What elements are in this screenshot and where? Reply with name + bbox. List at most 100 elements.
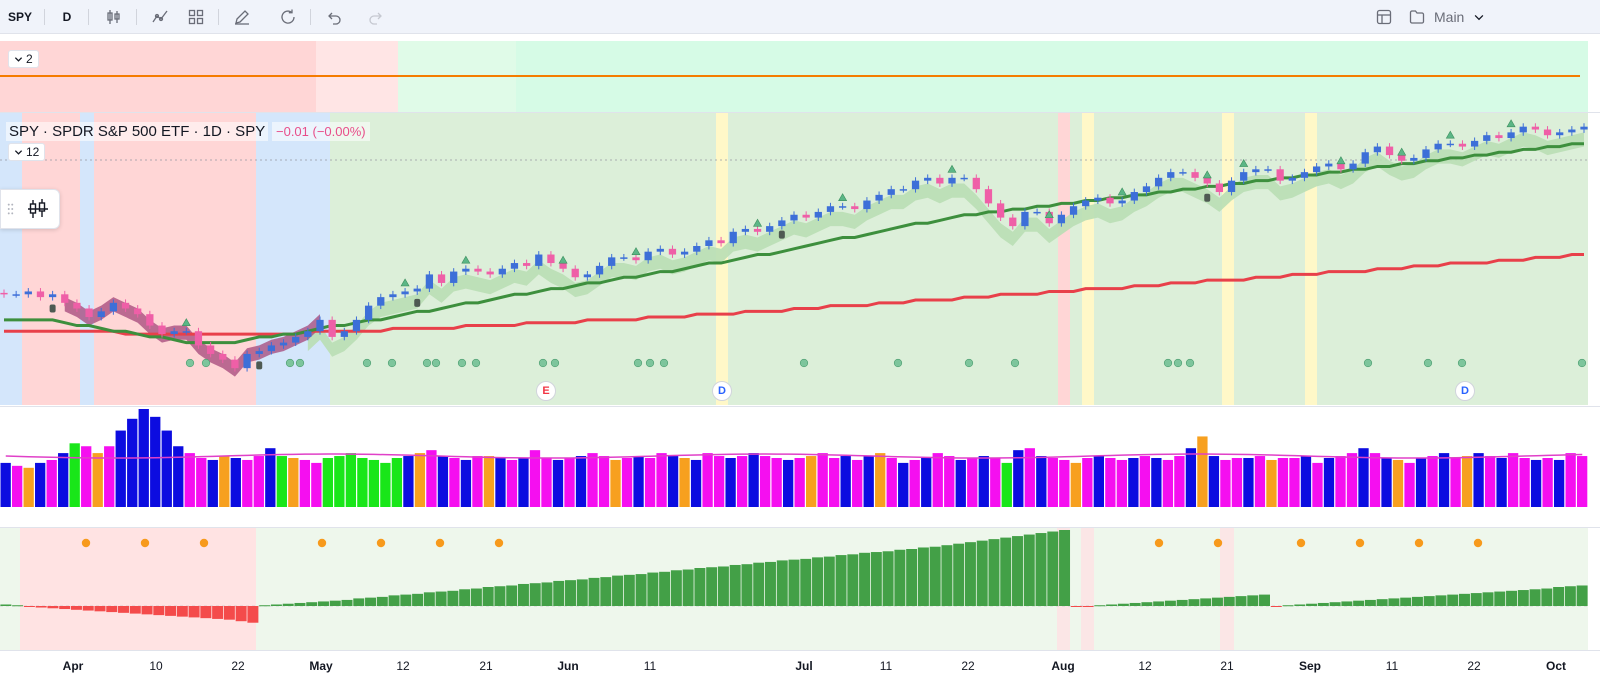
volume-bar xyxy=(1519,458,1530,507)
layout-button[interactable] xyxy=(1372,5,1396,29)
volume-bar xyxy=(1415,458,1427,507)
candles-icon[interactable] xyxy=(26,197,50,221)
oscillator-bar xyxy=(1317,602,1329,606)
volume-bar xyxy=(552,459,564,507)
candle xyxy=(1422,146,1430,162)
candle xyxy=(717,236,725,247)
time-axis-label: 11 xyxy=(879,659,893,673)
candle xyxy=(753,225,762,236)
oscillator-bar xyxy=(694,568,706,606)
event-highlight xyxy=(1082,113,1094,405)
oscillator-bar xyxy=(1094,605,1106,607)
oscillator-bar xyxy=(1247,595,1259,606)
layout-menu-button[interactable]: Main xyxy=(1408,5,1504,29)
volume-bar xyxy=(587,453,598,507)
volume-bar xyxy=(679,458,690,507)
dividend-event-badge[interactable]: D xyxy=(712,381,732,401)
symbol-search-button[interactable]: SPY xyxy=(4,5,36,29)
candle xyxy=(729,228,737,247)
oscillator-bar xyxy=(1176,599,1188,606)
oscillator-bar xyxy=(741,564,753,606)
buy-signal-marker xyxy=(558,255,568,264)
toolbar-separator xyxy=(88,9,89,25)
time-axis-label: 12 xyxy=(396,659,410,673)
oscillator-bar xyxy=(1117,603,1129,606)
floating-drawing-widget[interactable] xyxy=(0,189,60,229)
time-axis[interactable]: Apr 10 22 May 12 21 Jun 11 Jul 11 22 Aug… xyxy=(0,650,1600,684)
signal-dot xyxy=(799,358,809,368)
oscillator-bar xyxy=(435,591,447,606)
volume-bar xyxy=(1139,456,1151,507)
dividend-event-badge[interactable]: D xyxy=(1455,381,1475,401)
oscillator-bar xyxy=(1035,533,1047,606)
drag-handle-icon[interactable] xyxy=(7,202,14,216)
candle xyxy=(413,285,421,295)
candle xyxy=(170,327,178,338)
volume-bar xyxy=(1174,456,1185,507)
time-axis-label: Aug xyxy=(1051,659,1075,673)
oscillator-bar xyxy=(318,601,329,606)
series-legend-title[interactable]: SPY · SPDR S&P 500 ETF · 1D · SPY xyxy=(6,122,269,141)
volume-bar xyxy=(1059,459,1070,507)
volume-bar xyxy=(345,453,357,507)
pane-divider[interactable] xyxy=(0,406,1600,407)
volume-bar xyxy=(449,458,460,507)
candle xyxy=(1009,214,1017,230)
signal-dot xyxy=(317,538,327,548)
chart-type-button[interactable] xyxy=(102,5,126,29)
signal-dot xyxy=(1473,538,1483,548)
volume-pane[interactable] xyxy=(0,407,1600,519)
oscillator-bar xyxy=(1012,536,1023,606)
price-pane-collapse-button[interactable]: 12 xyxy=(8,143,46,161)
candle xyxy=(1446,140,1454,148)
earnings-event-badge[interactable]: E xyxy=(536,381,556,401)
oscillator-bar xyxy=(400,594,412,606)
templates-button[interactable] xyxy=(184,5,208,29)
volume-bar xyxy=(1335,456,1346,507)
indicators-button[interactable] xyxy=(148,5,172,29)
oscillator-bar xyxy=(212,606,224,619)
volume-bar xyxy=(736,456,748,507)
volume-bar xyxy=(1507,453,1519,507)
volume-bar xyxy=(829,458,840,507)
candle xyxy=(352,316,361,335)
volume-bar xyxy=(782,459,794,507)
candle xyxy=(1531,123,1540,133)
signal-dot xyxy=(471,358,481,368)
oscillator-bar xyxy=(1235,596,1247,606)
undo-icon xyxy=(328,12,341,25)
candle xyxy=(12,290,20,298)
candle xyxy=(1470,137,1479,150)
candle xyxy=(219,350,227,364)
chevron-down-icon xyxy=(14,149,23,155)
oscillator-bar xyxy=(1423,596,1435,606)
buy-signal-marker xyxy=(1117,187,1127,196)
candle xyxy=(1179,168,1187,176)
oscillator-bar xyxy=(859,552,871,606)
signal-dot xyxy=(185,358,195,368)
regime-band xyxy=(94,113,256,405)
pane-divider[interactable] xyxy=(0,527,1600,528)
top-pane-collapse-button[interactable]: 2 xyxy=(8,50,39,68)
replay-button[interactable] xyxy=(276,5,300,29)
symbol-label: SPY xyxy=(7,10,32,24)
event-badge-label: E xyxy=(542,385,550,397)
oscillator-bar xyxy=(682,569,694,606)
interval-button[interactable]: D xyxy=(56,5,78,29)
oscillator-pane[interactable] xyxy=(0,528,1600,650)
volume-bar xyxy=(184,453,195,507)
volume-bar xyxy=(1208,456,1220,507)
volume-bar xyxy=(909,459,920,507)
redo-button[interactable] xyxy=(364,5,388,29)
price-pane[interactable]: SPY · SPDR S&P 500 ETF · 1D · SPY −0.01 … xyxy=(0,113,1600,405)
undo-button[interactable] xyxy=(322,5,346,29)
candle xyxy=(1264,165,1272,173)
candle xyxy=(1130,188,1138,204)
pane-divider[interactable] xyxy=(0,112,1600,113)
replay-icon xyxy=(281,9,295,24)
candle xyxy=(267,342,276,355)
drawing-button[interactable] xyxy=(230,5,254,29)
volume-bar xyxy=(990,458,1001,507)
candle xyxy=(425,271,434,293)
top-indicator-pane[interactable]: 2 xyxy=(0,41,1600,113)
